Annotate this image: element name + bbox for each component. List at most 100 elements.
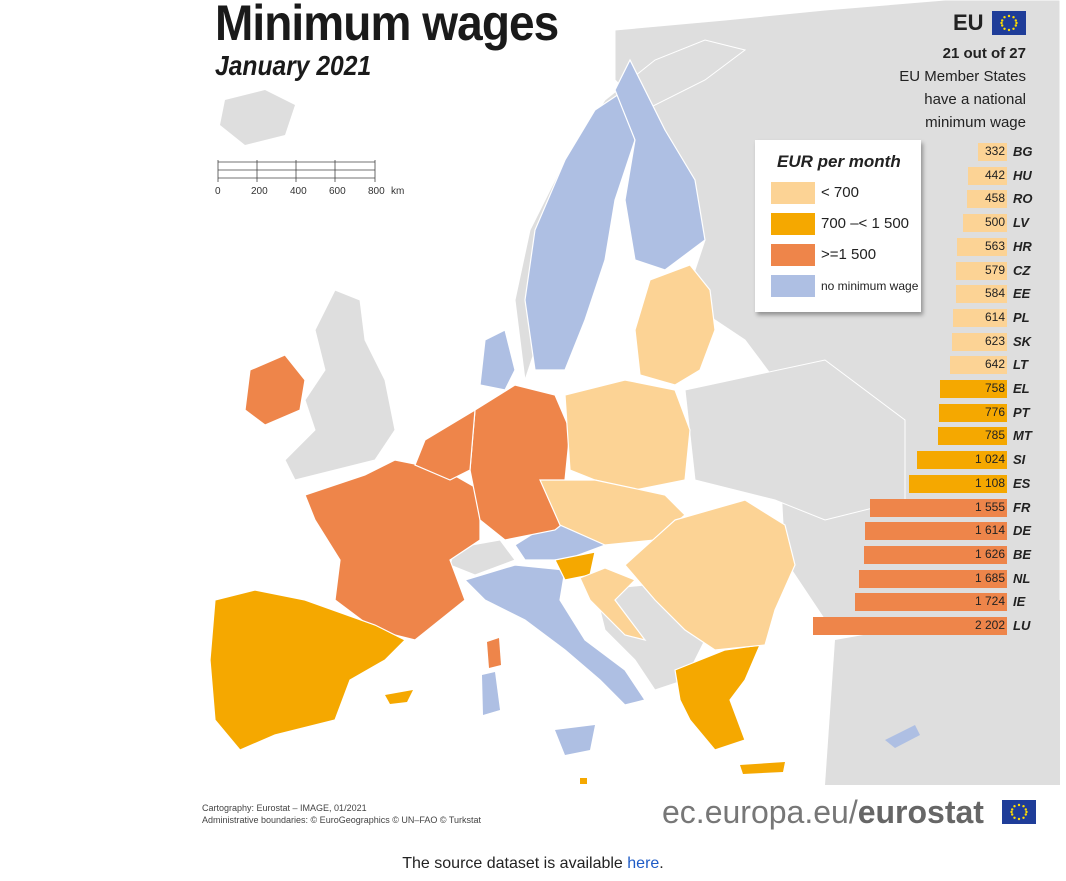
land-uk bbox=[284, 289, 396, 481]
bar-country-code: DE bbox=[1013, 523, 1032, 539]
bar-row: 2 202 LU bbox=[185, 617, 1060, 635]
bar-bg bbox=[977, 143, 1007, 161]
bar-row: 642 LT bbox=[185, 356, 1060, 375]
country-spain-portugal bbox=[209, 589, 407, 751]
country-romania-bulgaria bbox=[624, 499, 796, 651]
eurostat-flag-icon bbox=[1002, 800, 1036, 824]
eu-flag-icon bbox=[992, 11, 1026, 35]
eu-note-line: minimum wage bbox=[925, 114, 1026, 131]
bar-value-label: 1 024 bbox=[974, 452, 1005, 467]
bar-ie bbox=[855, 593, 1007, 612]
country-denmark bbox=[479, 329, 516, 391]
bar-hu bbox=[968, 166, 1007, 185]
bar-country-code: LT bbox=[1013, 357, 1028, 373]
bar-value-label: 1 555 bbox=[974, 499, 1005, 514]
scale-label: 200 bbox=[251, 186, 268, 197]
bar-value-label: 758 bbox=[984, 381, 1005, 395]
bar-country-code: EE bbox=[1013, 286, 1031, 302]
legend-label: 700 –< 1 500 bbox=[821, 215, 910, 232]
country-malta bbox=[580, 778, 587, 784]
bar-value-label: 642 bbox=[984, 357, 1005, 372]
scale-unit: km bbox=[391, 186, 405, 197]
footer-end: . bbox=[659, 855, 664, 872]
bar-value-label: 1 685 bbox=[974, 570, 1005, 585]
land-ukraine bbox=[684, 359, 906, 521]
bar-lv bbox=[962, 214, 1007, 233]
country-france bbox=[304, 459, 481, 641]
bar-country-code: HR bbox=[1013, 238, 1032, 254]
country-baltics bbox=[634, 264, 716, 386]
bar-row: 442 HU bbox=[185, 166, 1060, 185]
bar-value-label: 584 bbox=[984, 286, 1005, 301]
source-dataset-link[interactable]: here bbox=[627, 855, 660, 872]
bar-lu bbox=[813, 617, 1007, 635]
bar-lt bbox=[950, 356, 1007, 375]
bar-value-label: 623 bbox=[984, 333, 1005, 348]
credits-line: Cartography: Eurostat – IMAGE, 01/2021 bbox=[202, 803, 367, 813]
bar-country-code: ES bbox=[1013, 475, 1031, 491]
bar-ro bbox=[966, 190, 1007, 209]
country-poland bbox=[564, 379, 691, 491]
scale-label: 400 bbox=[290, 186, 307, 197]
country-benelux bbox=[414, 408, 476, 481]
bar-nl bbox=[858, 569, 1007, 588]
footer-text: The source dataset is available bbox=[402, 855, 628, 872]
bar-be bbox=[863, 545, 1007, 564]
bar-row: 500 LV bbox=[185, 214, 1060, 233]
bar-sk bbox=[952, 332, 1007, 351]
bar-es bbox=[909, 474, 1007, 493]
bar-de bbox=[864, 522, 1007, 541]
bar-value-label: 1 626 bbox=[974, 546, 1005, 561]
bar-fr bbox=[870, 498, 1007, 517]
bar-value-label: 1 724 bbox=[974, 594, 1005, 609]
bar-value-label: 332 bbox=[984, 144, 1005, 158]
bar-row: 584 EE bbox=[185, 285, 1060, 304]
bar-hr bbox=[957, 237, 1007, 256]
bar-country-code: PL bbox=[1013, 309, 1030, 325]
bar-country-code: LU bbox=[1013, 618, 1031, 633]
bar-country-code: CZ bbox=[1013, 262, 1031, 278]
bar-row: 1 626 BE bbox=[185, 545, 1060, 564]
country-corsica bbox=[487, 638, 501, 668]
bar-value-label: 2 202 bbox=[974, 618, 1005, 632]
bar-value-label: 614 bbox=[984, 309, 1005, 324]
country-cyprus bbox=[885, 725, 920, 748]
bar-row: 332 BG bbox=[185, 143, 1060, 161]
brand-name: eurostat bbox=[857, 794, 984, 830]
eu-member-note: 21 out of 27 EU Member States have a nat… bbox=[899, 42, 1026, 134]
bar-value-label: 785 bbox=[984, 428, 1005, 443]
land-iceland bbox=[220, 90, 295, 145]
bar-row: 758 EL bbox=[185, 380, 1060, 398]
legend-title: EUR per month bbox=[777, 152, 901, 171]
bar-value-label: 1 108 bbox=[974, 475, 1005, 490]
bar-row: 458 RO bbox=[185, 190, 1060, 209]
scale-label: 0 bbox=[215, 186, 221, 197]
bar-row: 1 724 IE bbox=[185, 593, 1060, 612]
bar-value-label: 776 bbox=[984, 404, 1005, 419]
bar-country-code: BG bbox=[1013, 144, 1033, 159]
eu-label: EU bbox=[952, 10, 984, 35]
bar-row: 579 CZ bbox=[185, 261, 1060, 280]
bar-value-label: 500 bbox=[984, 215, 1005, 230]
bar-country-code: BE bbox=[1013, 546, 1032, 562]
bar-row: 1 614 DE bbox=[185, 522, 1060, 541]
bar-row: 1 555 FR bbox=[185, 498, 1060, 517]
europe-map bbox=[185, 0, 1060, 785]
legend-swatch bbox=[771, 275, 815, 297]
bar-pt bbox=[938, 403, 1007, 422]
bar-country-code: NL bbox=[1013, 570, 1031, 586]
legend-swatch bbox=[771, 213, 815, 235]
country-baleares bbox=[385, 690, 413, 704]
bar-pl bbox=[952, 308, 1007, 327]
bar-country-code: PT bbox=[1013, 404, 1030, 420]
bar-value-label: 1 614 bbox=[974, 523, 1005, 538]
bar-cz bbox=[955, 261, 1007, 280]
country-sicily bbox=[555, 725, 595, 755]
eu-note-highlight: 21 out of 27 bbox=[942, 45, 1026, 62]
country-ireland bbox=[244, 354, 306, 426]
bar-row: 776 PT bbox=[185, 403, 1060, 422]
bar-country-code: SI bbox=[1013, 452, 1026, 468]
scale-label: 800 bbox=[368, 186, 385, 197]
eu-note-line: have a national bbox=[924, 91, 1026, 108]
bar-country-code: FR bbox=[1013, 499, 1031, 515]
